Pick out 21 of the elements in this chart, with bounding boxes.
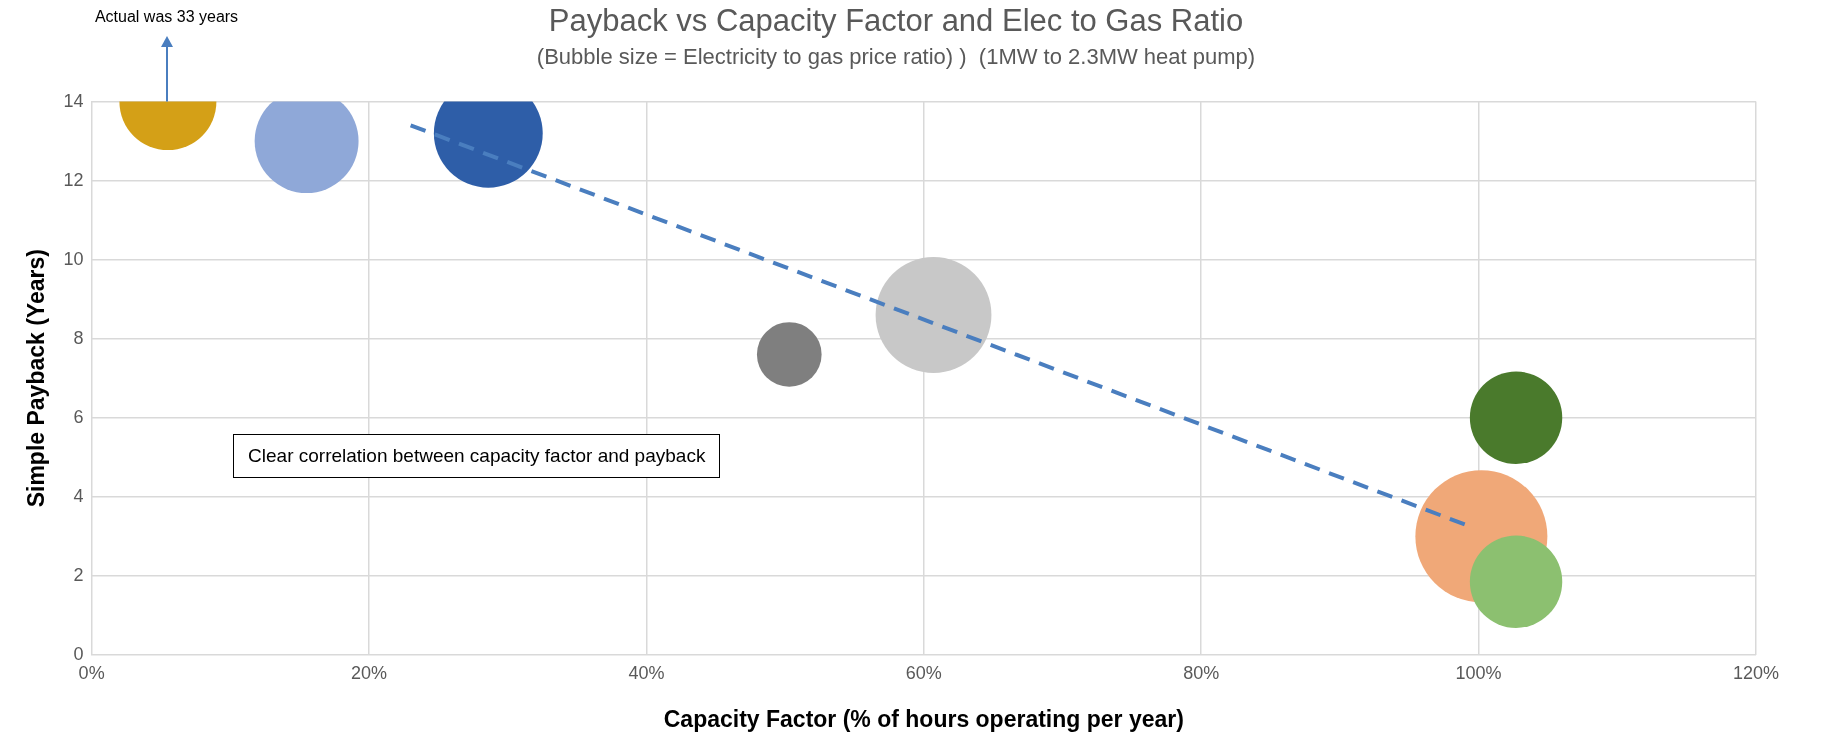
- y-tick-label: 12: [63, 169, 84, 190]
- text: Actual was 33 years: [94, 8, 239, 26]
- x-axis-title: Capacity Factor (% of hours operating per year): [663, 705, 1184, 732]
- y-tick-label: 6: [73, 406, 84, 427]
- chart-subtitle: (Bubble size = Electricity to gas price ratio) ) (1MW to 2.3MW heat pump): [536, 44, 1256, 70]
- y-tick-label: 4: [73, 485, 84, 506]
- x-tick-label: 60%: [905, 662, 942, 683]
- x-tick-label: 120%: [1732, 662, 1780, 683]
- x-tick-label: 80%: [1183, 662, 1220, 683]
- chart-title: Payback vs Capacity Factor and Elec to Gas Ratio: [548, 3, 1244, 39]
- y-tick-label: 10: [63, 248, 84, 269]
- y-axis-title: Simple Payback (Years): [23, 249, 50, 508]
- y-tick-label: 8: [73, 327, 84, 348]
- y-tick-label: 14: [63, 90, 84, 111]
- y-tick-label: 0: [73, 643, 84, 664]
- x-tick-label: 0%: [78, 662, 105, 683]
- y-tick-label: 2: [73, 564, 84, 585]
- x-tick-label: 100%: [1455, 662, 1502, 683]
- x-tick-label: 40%: [628, 662, 665, 683]
- x-tick-label: 20%: [351, 662, 388, 683]
- annotation: Clear correlation between capacity factor and payback: [233, 433, 721, 478]
